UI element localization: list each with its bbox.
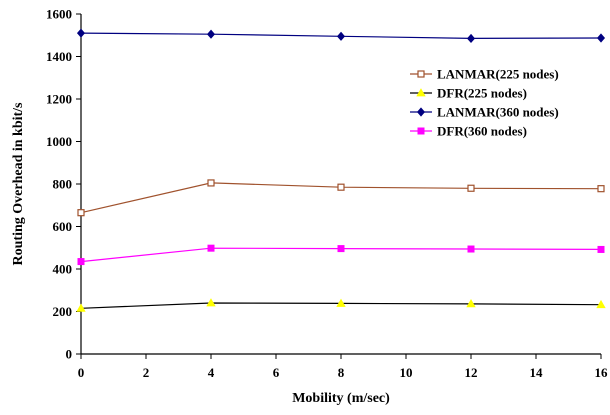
series-1 xyxy=(77,299,605,311)
y-tick-label: 1200 xyxy=(46,92,72,107)
legend-marker xyxy=(418,71,424,77)
data-point xyxy=(78,210,84,216)
y-axis-title: Routing Overhead in kbit/s xyxy=(11,102,26,266)
data-point xyxy=(468,185,474,191)
series-3 xyxy=(78,245,604,264)
y-tick-label: 1000 xyxy=(46,134,72,149)
y-tick-label: 0 xyxy=(66,347,73,362)
data-point xyxy=(598,246,604,252)
x-axis-title: Mobility (m/sec) xyxy=(292,391,390,406)
x-tick-label: 10 xyxy=(400,365,413,380)
legend-item: LANMAR(225 nodes) xyxy=(410,67,559,82)
series-2 xyxy=(78,29,605,42)
x-tick-label: 16 xyxy=(595,365,609,380)
x-axis-ticks: 0 2 4 6 8 10 12 14 16 xyxy=(78,354,608,380)
legend-item: DFR(225 nodes) xyxy=(410,86,527,101)
y-tick-label: 800 xyxy=(53,177,73,192)
x-tick-label: 0 xyxy=(78,365,85,380)
data-point xyxy=(468,246,474,252)
x-tick-label: 12 xyxy=(465,365,478,380)
y-tick-label: 600 xyxy=(53,219,73,234)
data-point xyxy=(338,184,344,190)
y-tick-label: 1400 xyxy=(46,49,72,64)
y-tick-label: 200 xyxy=(53,304,73,319)
legend-label: DFR(225 nodes) xyxy=(437,86,527,101)
x-tick-label: 14 xyxy=(530,365,544,380)
legend-item: DFR(360 nodes) xyxy=(410,124,527,139)
data-point xyxy=(338,32,345,40)
series-0 xyxy=(78,180,604,216)
x-tick-label: 2 xyxy=(143,365,150,380)
x-tick-label: 4 xyxy=(208,365,215,380)
y-axis-ticks: 0 200 400 600 800 1000 1200 1400 1600 xyxy=(46,7,81,362)
legend: LANMAR(225 nodes) DFR(225 nodes) LANMAR(36… xyxy=(410,67,559,139)
x-tick-label: 8 xyxy=(338,365,345,380)
data-point xyxy=(468,34,475,42)
data-point xyxy=(598,186,604,192)
data-point xyxy=(208,180,214,186)
legend-marker xyxy=(418,128,424,134)
legend-label: LANMAR(225 nodes) xyxy=(437,67,559,82)
y-tick-label: 400 xyxy=(53,262,73,277)
data-point xyxy=(598,34,605,42)
legend-marker xyxy=(418,108,425,116)
legend-label: DFR(360 nodes) xyxy=(437,124,527,139)
data-point xyxy=(338,246,344,252)
legend-label: LANMAR(360 nodes) xyxy=(437,105,559,120)
data-point xyxy=(208,30,215,38)
data-point xyxy=(78,29,85,37)
data-point xyxy=(208,245,214,251)
x-tick-label: 6 xyxy=(273,365,280,380)
data-point xyxy=(78,259,84,265)
legend-item: LANMAR(360 nodes) xyxy=(410,105,559,120)
y-tick-label: 1600 xyxy=(46,7,72,22)
